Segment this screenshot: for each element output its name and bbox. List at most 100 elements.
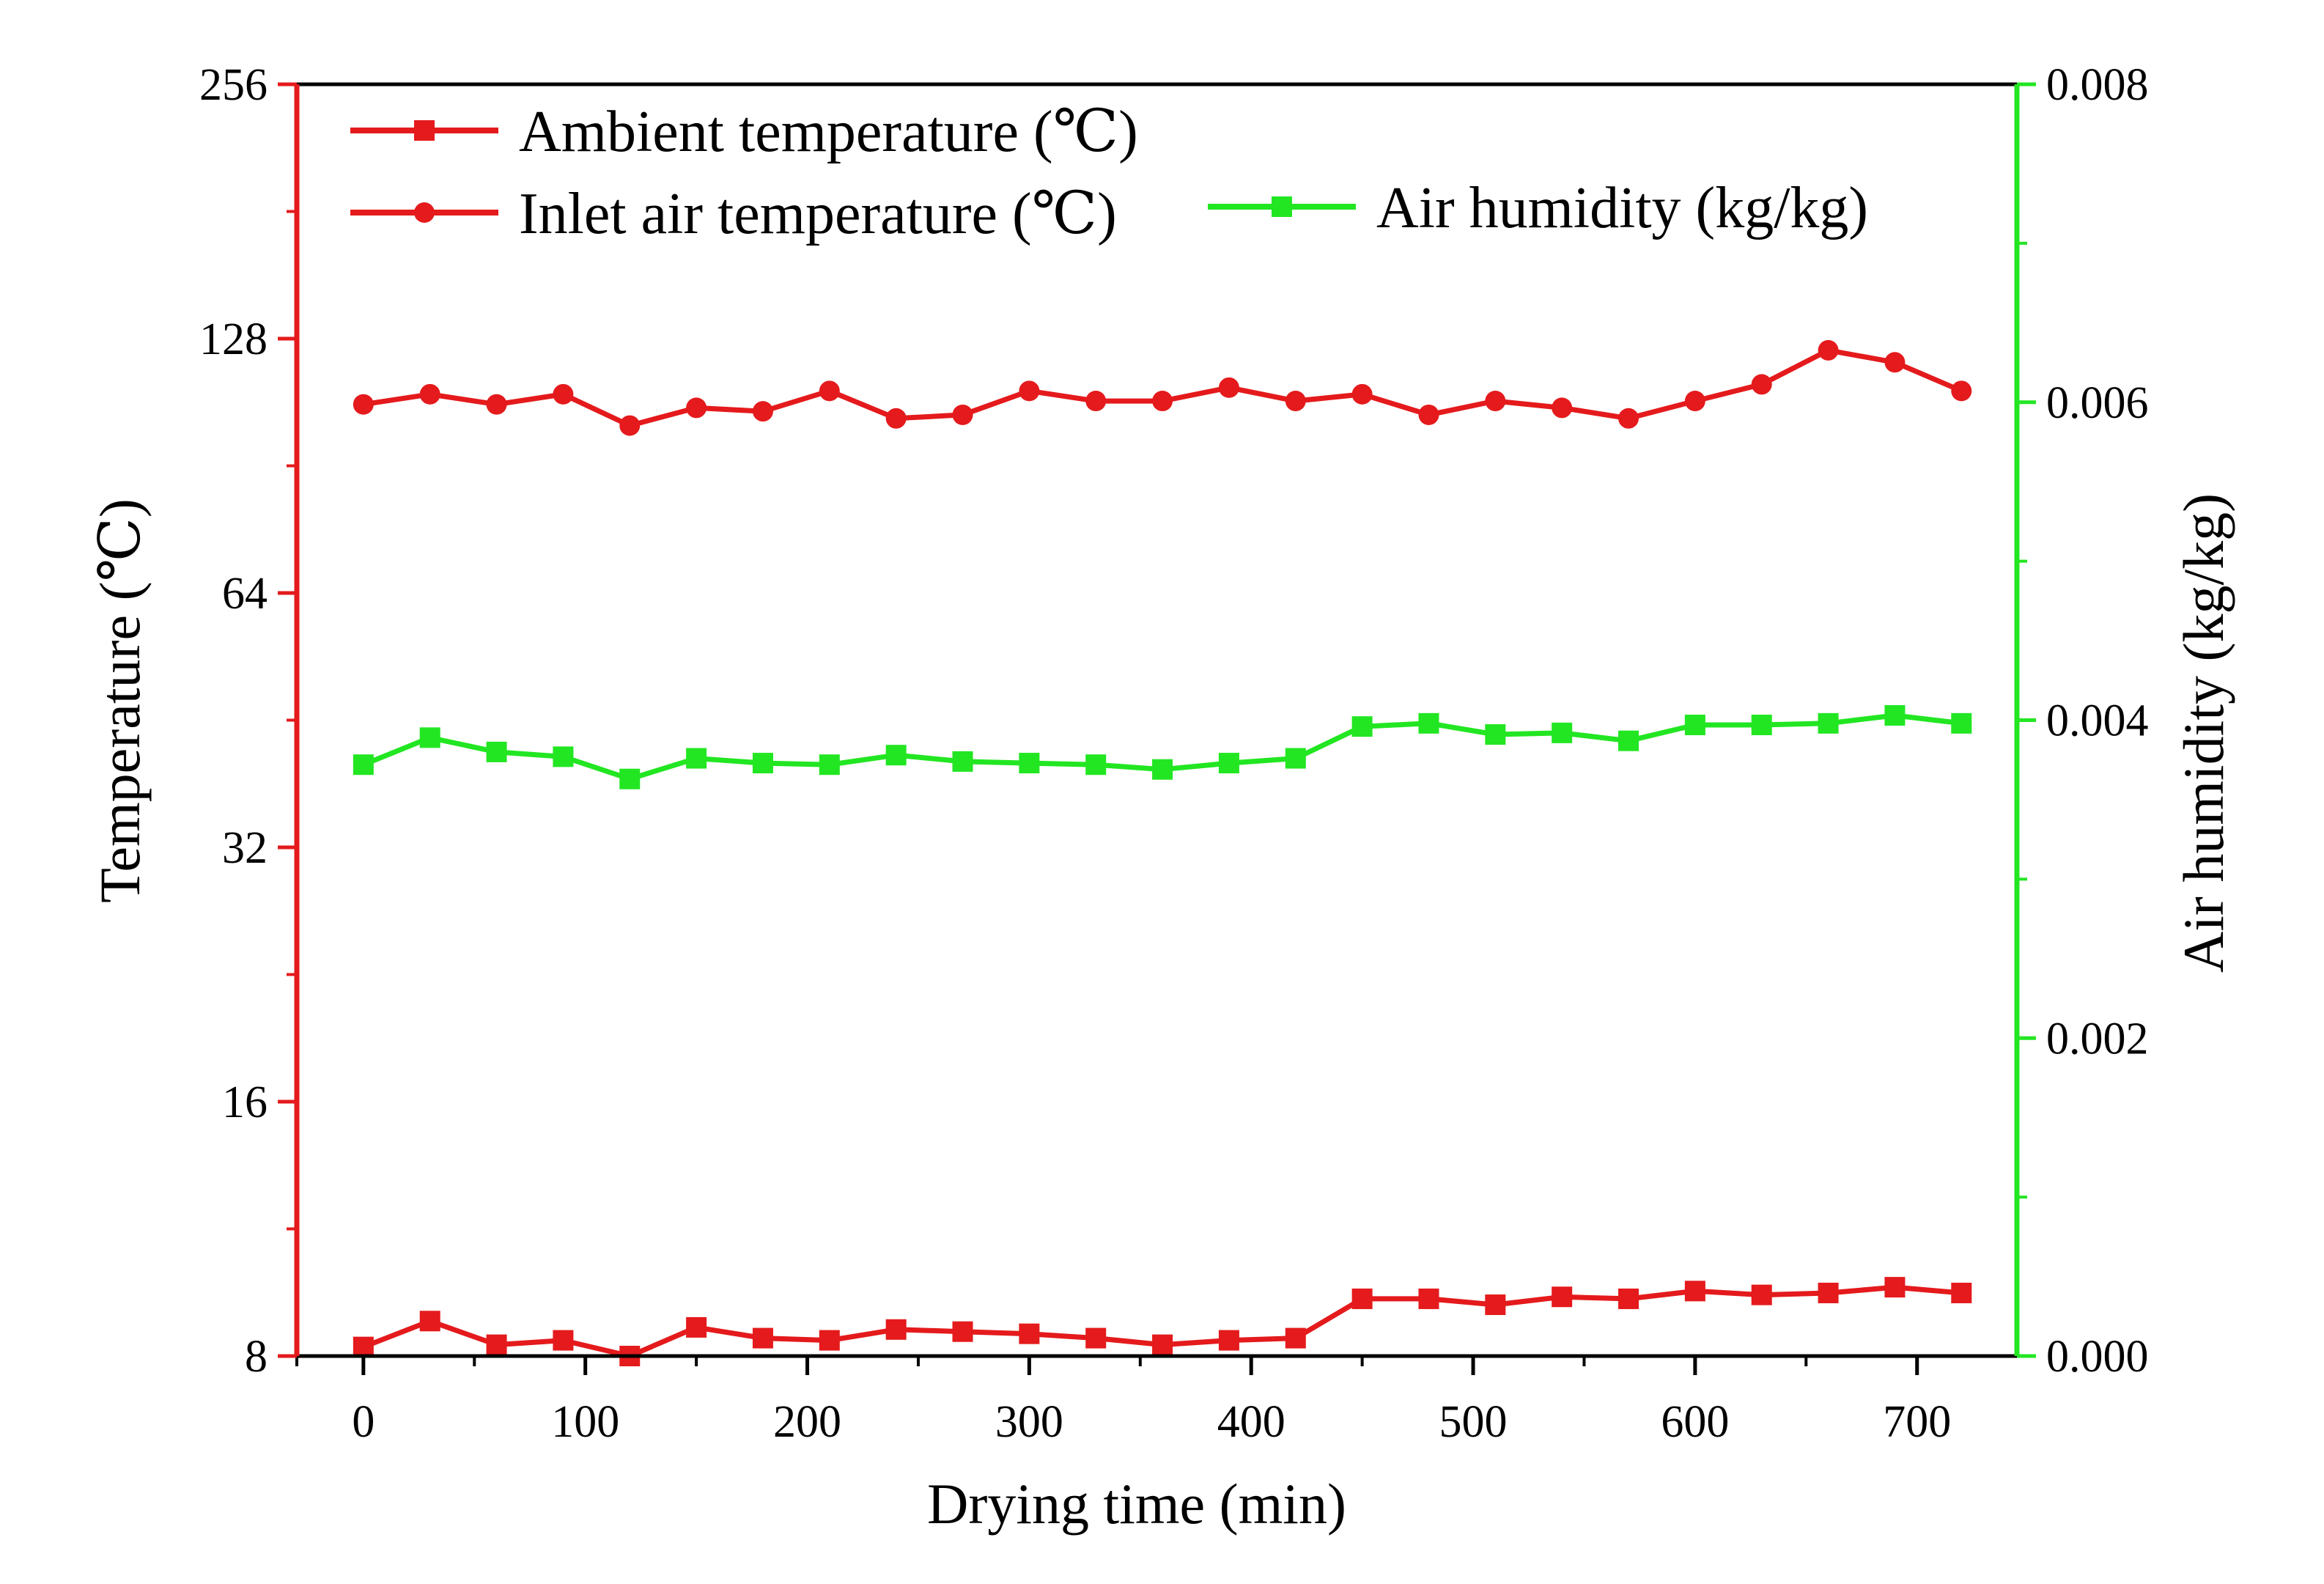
left-tick-label: 64 [222,569,268,619]
data-point-humidity [1884,704,1906,726]
frame-layer [294,82,2020,1358]
x-tick-label: 500 [1439,1397,1508,1447]
data-point-humidity [353,754,374,776]
data-point-humidity [619,768,641,789]
x-axis-title: Drying time (min) [927,1472,1346,1536]
data-point-inlet [1152,391,1173,412]
ticks-layer: 0 100 200 300 400 500 600 700 8 16 32 64 128 256 0.000… [199,60,2149,1447]
data-point-inlet [1951,380,1972,402]
data-point-humidity [1485,724,1506,745]
data-point-ambient [1818,1282,1839,1303]
data-point-inlet [952,404,973,425]
left-tick-label: 16 [222,1078,268,1127]
legend-label-inlet: Inlet air temperature (℃) [519,182,1117,246]
x-tick-label: 600 [1661,1397,1729,1447]
data-point-ambient [686,1316,707,1338]
data-point-ambient [1684,1281,1705,1302]
data-point-ambient [1085,1327,1107,1349]
data-point-humidity [1818,712,1839,734]
series-layer [353,339,1972,1366]
data-point-inlet [885,408,907,429]
data-point-ambient [553,1330,574,1351]
left-tick-label: 8 [245,1332,268,1382]
data-point-humidity [952,751,973,772]
legend-item-humidity: Air humidity (kg/kg) [1208,176,1868,240]
data-point-inlet [819,380,840,402]
legend-label-humidity: Air humidity (kg/kg) [1376,176,1868,240]
data-point-ambient [1485,1294,1506,1316]
x-tick-label: 300 [995,1397,1063,1447]
data-point-ambient [1285,1327,1306,1349]
data-point-inlet [1085,391,1107,412]
left-tick-label: 32 [222,823,268,873]
data-point-inlet [1684,391,1705,412]
data-point-humidity [885,745,907,766]
data-point-inlet [486,394,507,415]
x-tick-label: 0 [352,1397,375,1447]
data-point-ambient [1351,1288,1373,1309]
data-point-inlet [1751,374,1772,395]
data-point-inlet [752,401,773,422]
data-point-inlet [1218,377,1239,398]
data-point-humidity [686,748,707,769]
data-point-ambient [1218,1330,1239,1351]
legend-label-ambient: Ambient temperature (℃) [519,100,1138,164]
data-point-inlet [1818,339,1839,361]
data-point-inlet [419,383,440,405]
data-point-ambient [1152,1334,1173,1355]
data-point-inlet [553,383,574,405]
legend-marker-humidity [1272,196,1292,217]
data-point-humidity [1152,759,1173,780]
legend: Ambient temperature (℃) Inlet air temper… [350,100,1868,246]
data-point-humidity [1351,716,1373,737]
x-tick-label: 700 [1883,1397,1951,1447]
data-point-humidity [1418,712,1439,734]
series-line-inlet [363,347,1963,429]
data-point-inlet [1418,404,1439,425]
data-point-ambient [1951,1282,1972,1303]
data-point-humidity [1285,748,1306,769]
right-tick-label: 0.004 [2046,696,2149,746]
data-point-ambient [1884,1277,1906,1298]
data-point-ambient [752,1327,773,1349]
legend-item-ambient: Ambient temperature (℃) [350,100,1138,164]
data-point-ambient [1751,1284,1772,1305]
data-point-humidity [1552,722,1573,743]
left-axis-title: Temperature (℃) [88,498,152,903]
x-tick-label: 100 [551,1397,619,1447]
data-point-ambient [1618,1288,1639,1309]
data-point-humidity [486,741,507,762]
data-point-ambient [819,1330,840,1351]
data-point-ambient [419,1311,440,1332]
left-tick-label: 256 [199,60,268,110]
data-point-humidity [419,727,440,748]
right-tick-label: 0.000 [2046,1332,2149,1382]
data-point-ambient [353,1336,374,1358]
data-point-inlet [1618,408,1639,429]
data-point-inlet [686,397,707,419]
data-point-ambient [1019,1323,1040,1344]
data-point-humidity [1019,753,1040,774]
data-point-humidity [819,754,840,776]
data-point-inlet [1351,383,1373,405]
right-tick-label: 0.002 [2046,1014,2149,1064]
data-point-humidity [553,746,574,767]
data-point-inlet [1019,380,1040,402]
x-tick-label: 200 [773,1397,841,1447]
data-point-humidity [1085,754,1107,776]
data-point-inlet [1552,397,1573,419]
data-point-ambient [885,1319,907,1340]
data-point-inlet [1884,352,1906,373]
legend-item-inlet: Inlet air temperature (℃) [350,182,1117,246]
data-point-humidity [1218,753,1239,774]
left-tick-label: 128 [199,314,268,364]
x-tick-label: 400 [1217,1397,1285,1447]
data-point-inlet [1485,391,1506,412]
data-point-ambient [1418,1288,1439,1309]
data-point-inlet [1285,391,1306,412]
right-axis-title: Air humidity (kg/kg) [2172,493,2235,973]
data-point-inlet [353,394,374,415]
data-point-humidity [1684,715,1705,736]
data-point-humidity [1618,730,1639,751]
